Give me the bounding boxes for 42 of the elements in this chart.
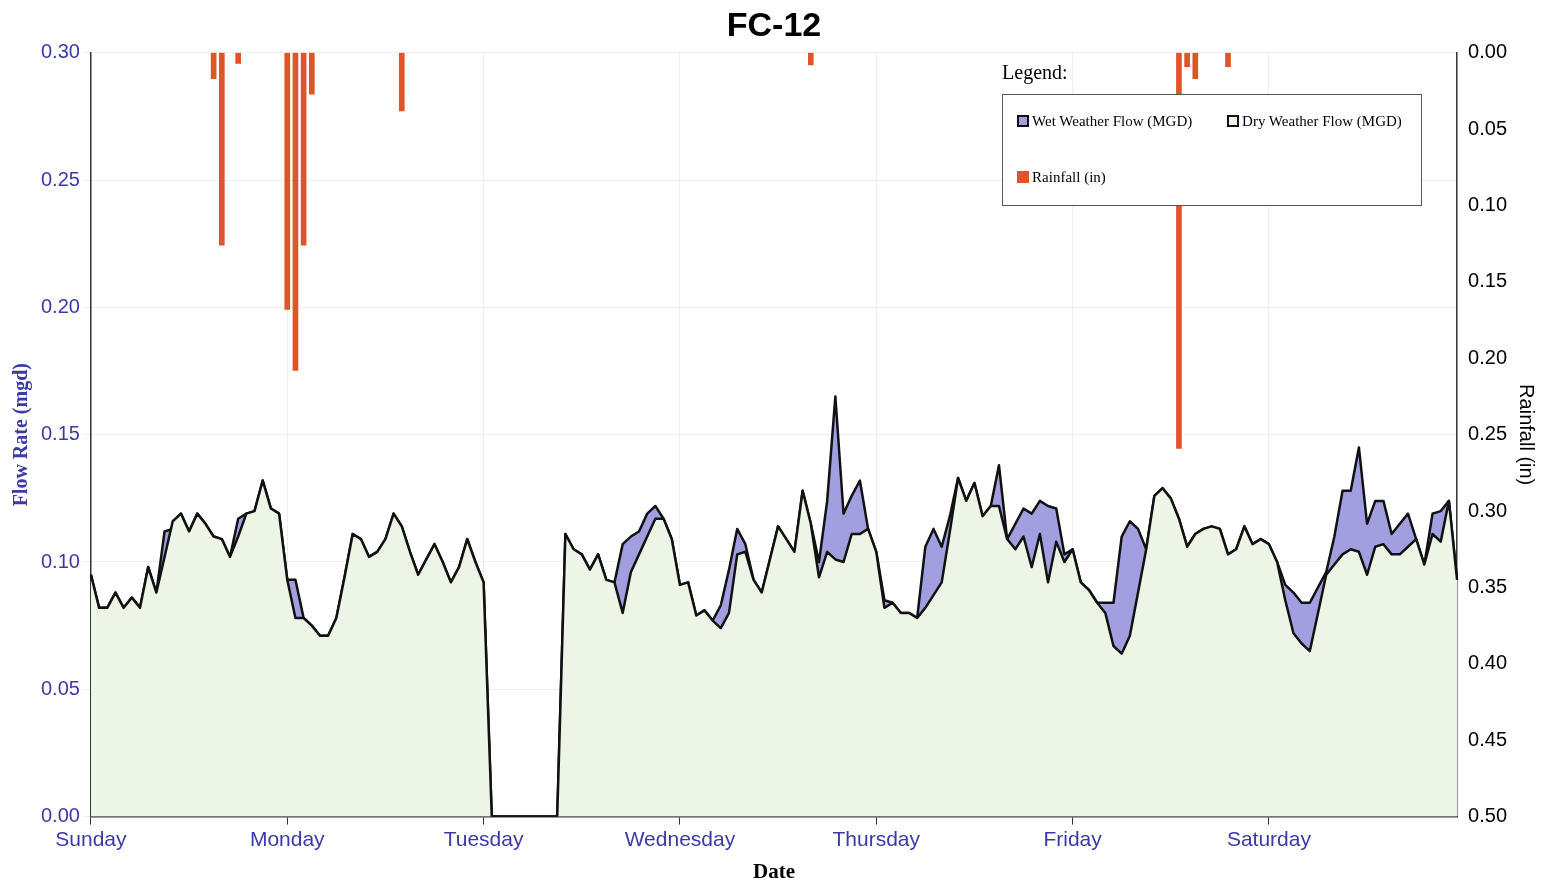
- y2-tick-label: 0.50: [1468, 804, 1508, 827]
- y2-tick-label: 0.35: [1468, 574, 1508, 597]
- y-tick-label: 0.10: [40, 549, 80, 572]
- y-tick-label: 0.00: [40, 804, 80, 827]
- legend-label: Rainfall (in): [1032, 168, 1106, 186]
- y2-tick-label: 0.15: [1468, 269, 1508, 292]
- bar: [1225, 52, 1231, 67]
- legend-label: Wet Weather Flow (MGD): [1032, 112, 1193, 130]
- y-tick-label: 0.30: [40, 40, 80, 63]
- legend-title: Legend:: [1002, 60, 1068, 84]
- bar: [235, 52, 242, 64]
- bar: [807, 52, 814, 66]
- bar: [218, 52, 225, 246]
- y2-tick-label: 0.45: [1468, 727, 1508, 750]
- bar: [1192, 52, 1199, 80]
- bar: [284, 52, 291, 310]
- bar: [398, 52, 405, 112]
- chart-title: FC-12: [726, 4, 822, 43]
- y2-tick-label: 0.05: [1468, 116, 1508, 139]
- y2-tick-label: 0.00: [1468, 40, 1508, 63]
- y2-tick-label: 0.20: [1468, 345, 1508, 368]
- y2-tick-label: 0.30: [1468, 498, 1508, 521]
- x-tick-label: Thursday: [832, 827, 921, 850]
- bar: [308, 52, 315, 95]
- x-tick-label: Sunday: [55, 827, 128, 850]
- y-axis-title: Flow Rate (mgd): [9, 363, 33, 507]
- y-tick-label: 0.15: [40, 422, 80, 445]
- x-axis-title: Date: [753, 858, 795, 883]
- x-tick-label: Friday: [1043, 827, 1103, 850]
- x-tick-label: Saturday: [1226, 827, 1312, 850]
- bar: [1184, 52, 1190, 67]
- legend-label: Dry Weather Flow (MGD): [1242, 112, 1402, 130]
- y2-axis-title: Rainfall (in): [1516, 384, 1539, 486]
- y2-tick-label: 0.25: [1468, 422, 1508, 445]
- x-tick-label: Tuesday: [443, 827, 524, 850]
- y-tick-label: 0.20: [40, 294, 80, 317]
- y-tick-label: 0.05: [40, 676, 80, 699]
- y2-tick-label: 0.10: [1468, 193, 1508, 216]
- x-tick-label: Wednesday: [624, 827, 736, 850]
- y-tick-label: 0.25: [40, 167, 80, 190]
- y2-tick-label: 0.40: [1468, 651, 1508, 674]
- x-tick-label: Monday: [249, 827, 326, 850]
